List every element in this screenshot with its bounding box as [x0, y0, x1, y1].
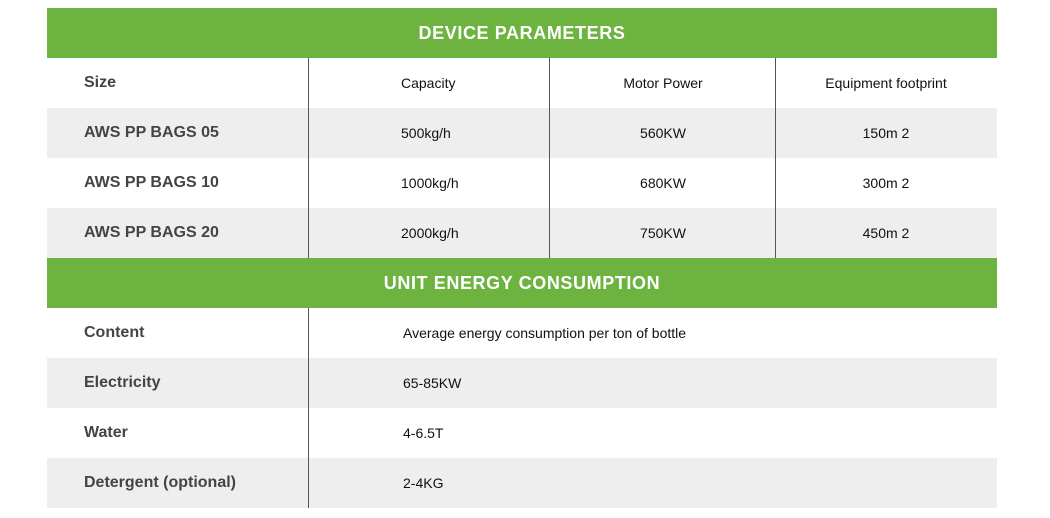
cell: 1000kg/h [401, 175, 459, 191]
table-row: AWS PP BAGS 20 2000kg/h 750KW 450m 2 [47, 208, 997, 258]
cell: 65-85KW [403, 375, 462, 391]
table-row: AWS PP BAGS 05 500kg/h 560KW 150m 2 [47, 108, 997, 158]
table-row: AWS PP BAGS 10 1000kg/h 680KW 300m 2 [47, 158, 997, 208]
cell: 750KW [640, 225, 686, 241]
cell: Content [84, 324, 145, 341]
cell: AWS PP BAGS 05 [84, 124, 219, 141]
cell: 500kg/h [401, 125, 451, 141]
cell: Equipment footprint [825, 75, 947, 91]
table-row: Electricity 65-85KW [47, 358, 997, 408]
column-divider [549, 58, 550, 258]
cell: Average energy consumption per ton of bo… [403, 325, 687, 341]
cell: 2-4KG [403, 475, 444, 491]
cell: 4-6.5T [403, 425, 444, 441]
section-title: DEVICE PARAMETERS [47, 8, 997, 58]
cell: AWS PP BAGS 20 [84, 224, 219, 241]
cell: Capacity [401, 75, 456, 91]
column-divider [308, 308, 309, 508]
table-header: Size Capacity Motor Power Equipment footpri… [47, 58, 997, 108]
cell: 300m 2 [862, 175, 910, 191]
cell: 2000kg/h [401, 225, 459, 241]
cell: Detergent (optional) [84, 474, 236, 491]
cell: AWS PP BAGS 10 [84, 174, 219, 191]
cell: 450m 2 [862, 225, 910, 241]
cell: 680KW [640, 175, 686, 191]
column-divider [775, 58, 776, 258]
cell: Electricity [84, 374, 161, 391]
table-row: Content Average energy consumption per to… [47, 308, 997, 358]
cell: 150m 2 [862, 125, 910, 141]
cell: Water [84, 424, 128, 441]
cell: Size [84, 74, 117, 91]
column-divider [308, 58, 309, 258]
cell: 560KW [640, 125, 686, 141]
section-title: UNIT ENERGY CONSUMPTION [47, 258, 997, 308]
cell: Motor Power [623, 75, 703, 91]
table-row: Water 4-6.5T [47, 408, 997, 458]
table-row: Detergent (optional) 2-4KG [47, 458, 997, 508]
